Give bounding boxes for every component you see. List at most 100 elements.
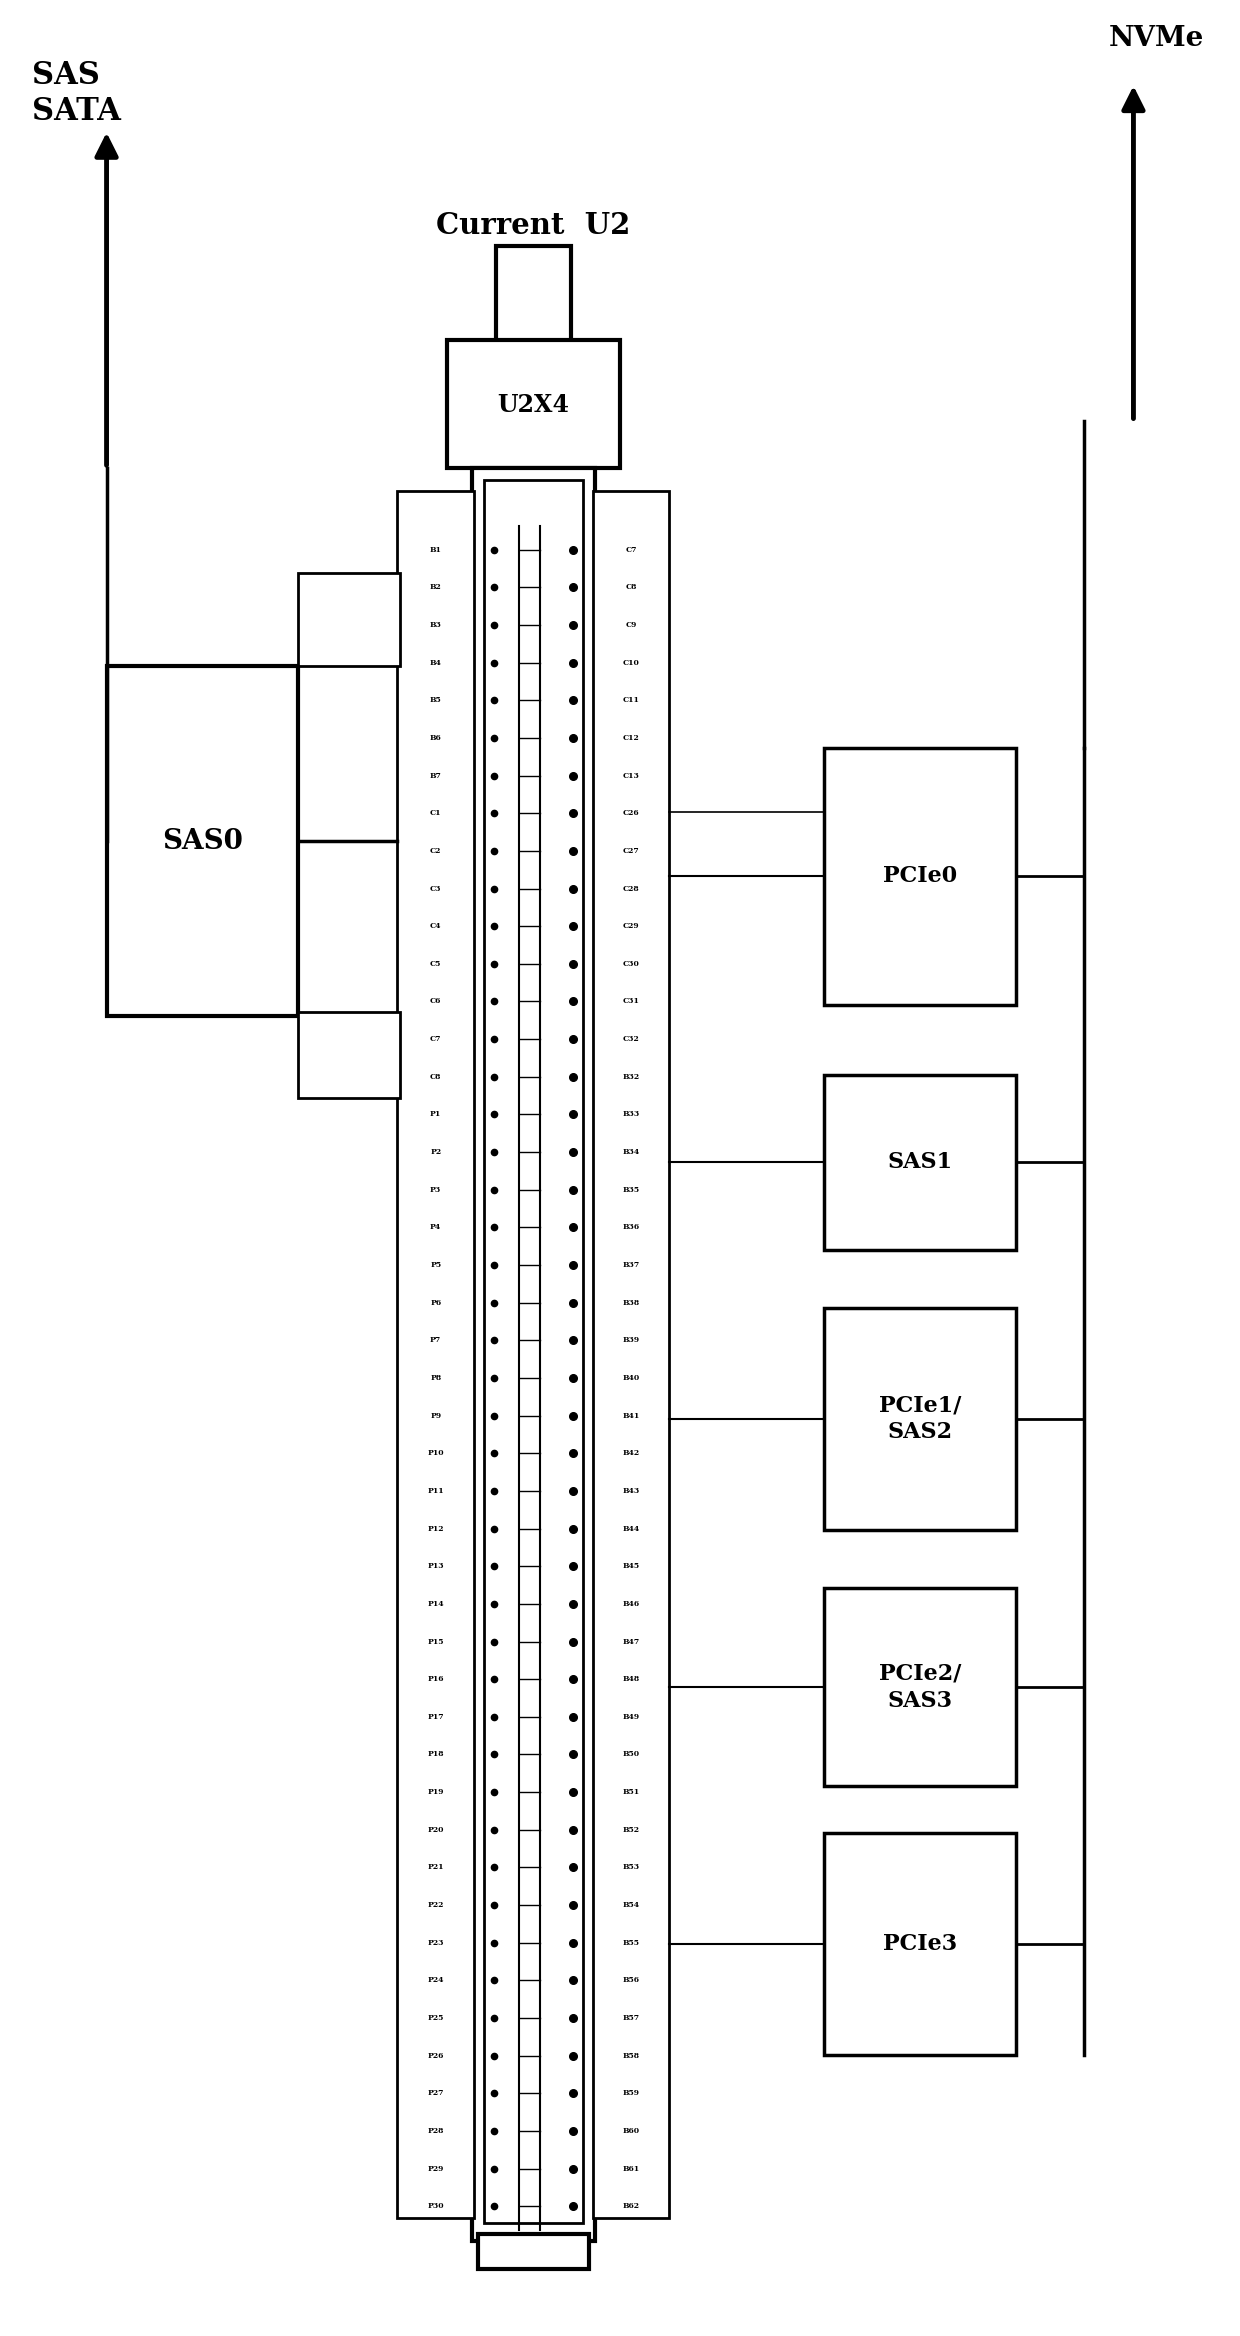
Text: B6: B6 bbox=[430, 734, 441, 743]
Bar bbox=[825, 1075, 1016, 1250]
Bar bbox=[107, 666, 299, 1016]
Text: P26: P26 bbox=[428, 2051, 444, 2060]
Text: B42: B42 bbox=[622, 1448, 640, 1458]
Text: C13: C13 bbox=[622, 771, 640, 780]
Text: PCIe0: PCIe0 bbox=[883, 864, 957, 888]
Text: P14: P14 bbox=[428, 1600, 444, 1607]
Text: C5: C5 bbox=[430, 960, 441, 967]
Bar bbox=[477, 2233, 589, 2268]
Text: C8: C8 bbox=[625, 584, 637, 591]
Text: C11: C11 bbox=[622, 696, 640, 703]
Text: C9: C9 bbox=[625, 621, 637, 628]
Text: B40: B40 bbox=[622, 1374, 640, 1383]
Text: B50: B50 bbox=[622, 1750, 640, 1759]
Text: B54: B54 bbox=[622, 1902, 640, 1909]
Text: B1: B1 bbox=[430, 547, 441, 554]
Text: B7: B7 bbox=[430, 771, 441, 780]
Text: C28: C28 bbox=[622, 885, 640, 892]
Text: P27: P27 bbox=[428, 2088, 444, 2098]
Bar bbox=[484, 479, 583, 2222]
Text: B51: B51 bbox=[622, 1787, 640, 1796]
Bar bbox=[593, 491, 670, 2217]
Text: B53: B53 bbox=[622, 1864, 640, 1871]
Text: C8: C8 bbox=[430, 1072, 441, 1082]
Text: C7: C7 bbox=[430, 1035, 441, 1044]
Text: P7: P7 bbox=[430, 1336, 441, 1343]
Text: P15: P15 bbox=[428, 1638, 444, 1645]
Text: B5: B5 bbox=[430, 696, 441, 703]
Text: P11: P11 bbox=[428, 1488, 444, 1495]
Text: C12: C12 bbox=[622, 734, 640, 743]
Text: C2: C2 bbox=[430, 848, 441, 855]
Bar bbox=[825, 748, 1016, 1004]
Bar bbox=[496, 245, 570, 350]
Text: P29: P29 bbox=[428, 2165, 444, 2172]
Bar bbox=[825, 1308, 1016, 1530]
Text: B34: B34 bbox=[622, 1147, 640, 1156]
Text: B46: B46 bbox=[622, 1600, 640, 1607]
Text: C29: C29 bbox=[622, 923, 640, 930]
Text: B37: B37 bbox=[622, 1261, 640, 1268]
Text: B49: B49 bbox=[622, 1712, 640, 1722]
Text: PCIe2/
SAS3: PCIe2/ SAS3 bbox=[879, 1663, 961, 1712]
Text: B35: B35 bbox=[622, 1187, 640, 1194]
Text: B56: B56 bbox=[622, 1976, 640, 1983]
Text: SAS1: SAS1 bbox=[888, 1152, 952, 1173]
Text: B32: B32 bbox=[622, 1072, 640, 1082]
Text: C32: C32 bbox=[622, 1035, 640, 1044]
Bar bbox=[299, 572, 399, 666]
Text: C30: C30 bbox=[622, 960, 640, 967]
Text: C7: C7 bbox=[625, 547, 637, 554]
Text: B48: B48 bbox=[622, 1675, 640, 1684]
Text: NVMe: NVMe bbox=[1109, 26, 1204, 51]
Text: Current  U2: Current U2 bbox=[436, 210, 631, 241]
Text: B44: B44 bbox=[622, 1525, 640, 1532]
Bar bbox=[471, 467, 595, 2240]
Text: C4: C4 bbox=[430, 923, 441, 930]
Text: P21: P21 bbox=[428, 1864, 444, 1871]
Bar bbox=[446, 339, 620, 467]
Text: P13: P13 bbox=[428, 1563, 444, 1570]
Text: P10: P10 bbox=[428, 1448, 444, 1458]
Text: B45: B45 bbox=[622, 1563, 640, 1570]
Bar bbox=[825, 1834, 1016, 2056]
Text: C10: C10 bbox=[622, 659, 640, 666]
Text: P4: P4 bbox=[430, 1224, 441, 1231]
Text: P1: P1 bbox=[430, 1110, 441, 1119]
Text: P20: P20 bbox=[428, 1827, 444, 1834]
Text: B60: B60 bbox=[622, 2128, 640, 2135]
Bar bbox=[397, 491, 474, 2217]
Text: P23: P23 bbox=[428, 1939, 444, 1946]
Text: P16: P16 bbox=[428, 1675, 444, 1684]
Text: B39: B39 bbox=[622, 1336, 640, 1343]
Text: B57: B57 bbox=[622, 2014, 640, 2023]
Text: B2: B2 bbox=[430, 584, 441, 591]
Bar bbox=[825, 1588, 1016, 1787]
Text: C3: C3 bbox=[430, 885, 441, 892]
Text: P22: P22 bbox=[428, 1902, 444, 1909]
Text: SAS0: SAS0 bbox=[162, 827, 243, 855]
Text: P3: P3 bbox=[430, 1187, 441, 1194]
Text: B38: B38 bbox=[622, 1299, 640, 1306]
Text: P18: P18 bbox=[428, 1750, 444, 1759]
Text: P28: P28 bbox=[428, 2128, 444, 2135]
Text: B4: B4 bbox=[430, 659, 441, 666]
Text: P30: P30 bbox=[428, 2203, 444, 2210]
Text: C6: C6 bbox=[430, 997, 441, 1004]
Text: P17: P17 bbox=[428, 1712, 444, 1722]
Text: SAS
SATA: SAS SATA bbox=[32, 61, 122, 126]
Text: P25: P25 bbox=[428, 2014, 444, 2023]
Text: C1: C1 bbox=[430, 808, 441, 818]
Text: P8: P8 bbox=[430, 1374, 441, 1383]
Text: P9: P9 bbox=[430, 1411, 441, 1420]
Text: P6: P6 bbox=[430, 1299, 441, 1306]
Text: P24: P24 bbox=[428, 1976, 444, 1983]
Text: B58: B58 bbox=[622, 2051, 640, 2060]
Text: U2X4: U2X4 bbox=[497, 392, 569, 418]
Text: B59: B59 bbox=[622, 2088, 640, 2098]
Text: B36: B36 bbox=[622, 1224, 640, 1231]
Text: B47: B47 bbox=[622, 1638, 640, 1645]
Text: B62: B62 bbox=[622, 2203, 640, 2210]
Text: PCIe1/
SAS2: PCIe1/ SAS2 bbox=[879, 1395, 961, 1444]
Text: C26: C26 bbox=[622, 808, 640, 818]
